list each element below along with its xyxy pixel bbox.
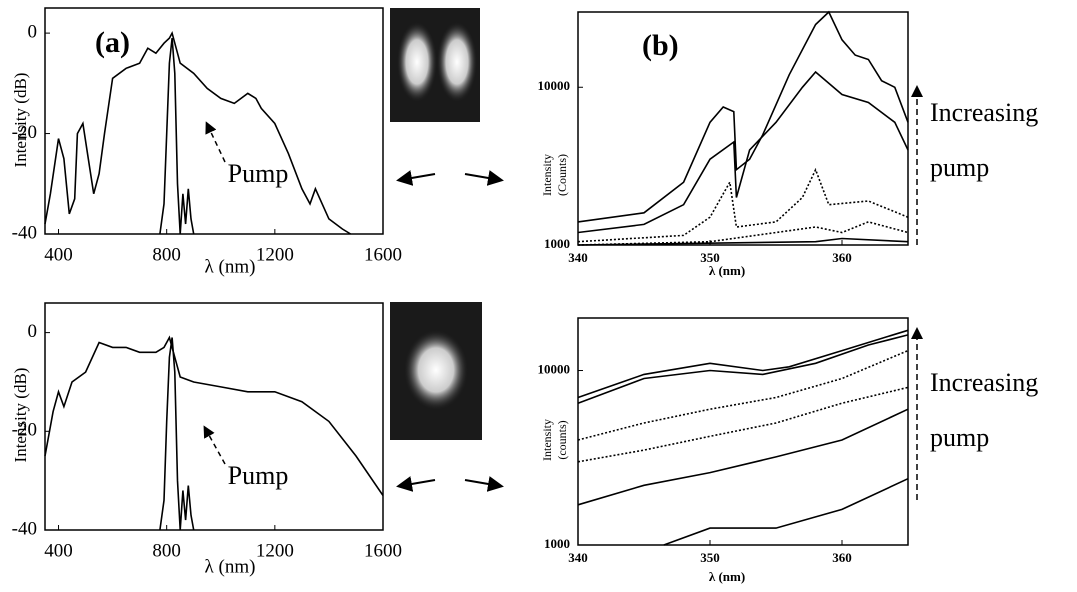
annotation-arrow	[205, 121, 226, 163]
plot-frame	[577, 317, 909, 546]
x-tick-label: 1200	[256, 540, 294, 561]
x-tick-label: 340	[568, 550, 588, 565]
annotation: Pump	[228, 461, 289, 490]
y-tick-label: 1000	[544, 536, 570, 551]
data-line	[577, 386, 909, 463]
y-tick-label: -20	[12, 122, 37, 143]
x-axis-label: λ (nm)	[205, 256, 256, 277]
panel-label: (a)	[95, 26, 130, 59]
x-tick-label: 800	[152, 540, 181, 561]
y-tick-label: 10000	[538, 78, 571, 93]
y-axis-label: Intensity (dB)	[11, 73, 30, 168]
y-tick-label: 1000	[544, 236, 570, 251]
data-line	[577, 408, 909, 506]
y-axis-label: Intensity (dB)	[11, 368, 30, 463]
y-axis-label: (counts)	[555, 420, 569, 459]
arrows	[396, 170, 504, 492]
data-line	[159, 38, 195, 235]
annotation: Increasing	[930, 98, 1038, 127]
data-line	[577, 221, 909, 246]
data-line	[577, 10, 909, 223]
data-line	[159, 337, 195, 531]
mode-image-bottom	[390, 302, 482, 440]
y-tick-label: 0	[28, 321, 38, 342]
data-line	[577, 349, 909, 441]
y-axis-label: Intensity	[540, 419, 554, 461]
data-line	[577, 237, 909, 246]
x-tick-label: 350	[700, 250, 720, 265]
data-line	[44, 335, 384, 496]
data-line	[577, 167, 909, 243]
plot-frame	[577, 11, 909, 246]
x-tick-label: 1600	[364, 244, 402, 265]
panel-label: (b)	[642, 29, 679, 62]
y-tick-label: -20	[12, 420, 37, 441]
x-axis-label: λ (nm)	[709, 569, 745, 584]
y-axis-label: Intensity	[540, 154, 554, 196]
annotation: Pump	[228, 159, 289, 188]
data-line	[663, 477, 909, 546]
x-tick-label: 800	[152, 244, 181, 265]
mode-image-top	[390, 8, 480, 122]
plot-frame	[44, 302, 384, 531]
x-tick-label: 360	[832, 250, 852, 265]
x-axis-label: λ (nm)	[709, 263, 745, 278]
data-line	[577, 329, 909, 399]
x-tick-label: 340	[568, 250, 588, 265]
annotation: pump	[930, 423, 989, 452]
y-axis-label: (Counts)	[555, 154, 569, 196]
x-axis-label: λ (nm)	[205, 556, 256, 577]
x-tick-label: 1600	[364, 540, 402, 561]
x-tick-label: 400	[44, 244, 73, 265]
x-tick-label: 1200	[256, 244, 294, 265]
annotation: pump	[930, 153, 989, 182]
y-tick-label: 0	[28, 21, 38, 42]
data-line	[577, 70, 909, 234]
y-tick-label: -40	[12, 222, 37, 243]
data-line	[577, 334, 909, 404]
annotation: Increasing	[930, 368, 1038, 397]
x-tick-label: 400	[44, 540, 73, 561]
data-line	[44, 30, 352, 235]
x-tick-label: 360	[832, 550, 852, 565]
x-tick-label: 350	[700, 550, 720, 565]
y-tick-label: -40	[12, 518, 37, 539]
annotation-arrow	[203, 425, 226, 465]
y-tick-label: 10000	[538, 362, 571, 377]
plot-frame	[44, 7, 384, 235]
